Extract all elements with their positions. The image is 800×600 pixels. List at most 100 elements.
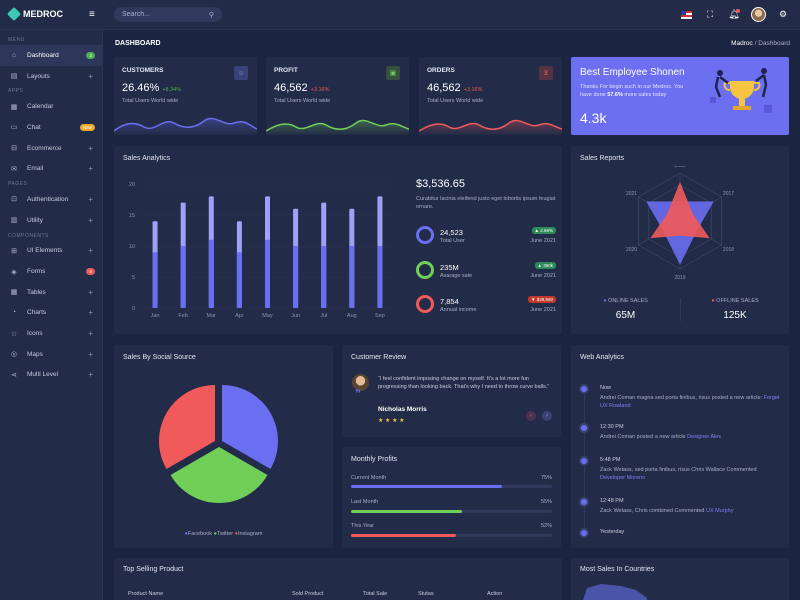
settings-gear-icon[interactable]: ⚙	[778, 9, 788, 19]
x-tick-label: Sep	[375, 313, 385, 319]
wallet-icon: ▣	[386, 66, 400, 80]
table-header-sold-product[interactable]: Sold Product	[292, 591, 324, 597]
pie-slice[interactable]	[222, 385, 278, 469]
timeline-link[interactable]: UX Murphy	[705, 508, 734, 514]
language-flag-icon[interactable]	[679, 8, 693, 22]
table-header-total-sale[interactable]: Total Sale	[363, 591, 388, 597]
sidebar-item-charts[interactable]: ◔ Charts +	[0, 303, 102, 324]
sidebar-item-label: Layouts	[27, 72, 50, 80]
bar-inner[interactable]	[349, 246, 355, 308]
y-tick-label: 10	[129, 244, 135, 250]
sales-amount: $3,536.65	[416, 178, 465, 190]
search-icon[interactable]: ⚲	[208, 11, 214, 19]
timeline-dot-icon	[581, 499, 587, 505]
sidebar-item-authentication[interactable]: ⊡ Authentication +	[0, 189, 102, 210]
search-input[interactable]	[122, 11, 202, 18]
sidebar-item-label: UI Elements	[27, 247, 63, 255]
sidebar-item-utility[interactable]: ▥ Utility +	[0, 210, 102, 231]
user-avatar[interactable]	[751, 7, 766, 22]
sidebar-item-email[interactable]: ✉ Email +	[0, 158, 102, 179]
menu-toggle-icon[interactable]: ≡	[89, 9, 95, 20]
stat-delta: +3.16%	[310, 87, 330, 93]
x-tick-label: Feb	[178, 313, 187, 319]
bar-inner[interactable]	[152, 252, 158, 308]
bar-inner[interactable]	[180, 246, 186, 308]
form-icon: ◈	[11, 268, 17, 276]
row-value: 7,854	[440, 297, 459, 306]
x-tick-label: Aug	[347, 313, 357, 319]
review-stars: ★ ★ ★ ★	[378, 418, 405, 424]
pie-slice[interactable]	[170, 447, 268, 503]
mail-icon: ✉	[11, 165, 17, 173]
fullscreen-icon[interactable]: ⛶	[706, 9, 714, 19]
sidebar-item-label: Multi Level	[27, 371, 59, 379]
timeline-time: Yesterday	[600, 529, 625, 535]
breadcrumb-separator: /	[754, 40, 757, 47]
card-title: Most Sales In Countries	[580, 566, 655, 573]
section-label-components: COMPONENTS	[8, 232, 49, 239]
sidebar-item-ecommerce[interactable]: ⊟ Ecommerce +	[0, 138, 102, 159]
sidebar-item-ui-elements[interactable]: ⊞ UI Elements +	[0, 241, 102, 262]
offline-dot-icon: ●	[711, 298, 715, 304]
user-icon: ☺	[234, 66, 248, 80]
y-tick-label: 5	[132, 275, 135, 281]
chart-icon: ◔	[11, 309, 17, 317]
bar-inner[interactable]	[265, 239, 270, 308]
online-sales-stat: ● ONLINE SALES 65M	[571, 298, 680, 321]
row-change-badge: ▲ 2.65%	[531, 227, 556, 234]
y-tick-label: 20	[129, 182, 135, 188]
breadcrumb-root[interactable]: Madroc	[731, 40, 753, 47]
sidebar-item-icons[interactable]: ☆ Icons +	[0, 323, 102, 344]
expand-plus-icon: +	[88, 349, 93, 359]
timeline-text: Andrei Coman posted a new article Design…	[600, 433, 782, 441]
sidebar-item-dashboard[interactable]: ⌂ Dashboard 3	[0, 45, 102, 66]
notification-bell-icon[interactable]: 🔔︎	[728, 8, 740, 19]
sidebar-item-forms[interactable]: ◈ Forms 6	[0, 261, 102, 282]
timeline-text: Zack Wetass, Chris combined Commented UX…	[600, 507, 782, 515]
radar-axis-label: 2018	[723, 247, 734, 253]
bar-inner[interactable]	[293, 246, 299, 308]
sales-description: Curabitur lacinia eleifend justo eget lo…	[416, 196, 556, 210]
x-tick-label: May	[262, 313, 273, 319]
calendar-icon: ▦	[10, 103, 18, 111]
radar-series[interactable]	[650, 181, 710, 239]
timeline-dot-icon	[581, 530, 587, 536]
card-title: Sales Analytics	[123, 155, 171, 162]
x-tick-label: Jul	[320, 313, 327, 319]
sidebar-item-multi-level[interactable]: ⋖ Multi Level +	[0, 365, 102, 386]
expand-plus-icon: +	[88, 308, 93, 318]
bar-inner[interactable]	[377, 246, 383, 308]
sales-analytics-bar-chart: 0 5 10 15 20 Jan Feb Mar Apr May Jun Jul Aug Sep	[129, 182, 394, 319]
radar-axis-label: 2020	[626, 247, 637, 253]
review-next-button[interactable]: ›	[542, 411, 552, 421]
star-icon: ☆	[10, 330, 18, 338]
y-tick-label: 0	[132, 306, 135, 312]
employee-title: Best Employee Shonen	[580, 67, 685, 78]
table-header-status[interactable]: Stutas	[418, 591, 434, 597]
sidebar-item-calendar[interactable]: ▦ Calendar	[0, 96, 102, 117]
sidebar-item-maps[interactable]: ◎ Maps +	[0, 344, 102, 365]
sales-row-total-user: 24,523 Total User ▲ 2.65% June 2021	[416, 226, 556, 246]
sidebar-item-layouts[interactable]: ▤ Layouts +	[0, 66, 102, 87]
table-header-action[interactable]: Action	[487, 591, 503, 597]
cart-icon: ⊻	[539, 66, 553, 80]
timeline-dot-icon	[581, 458, 587, 464]
bar-inner[interactable]	[208, 239, 214, 308]
sidebar-item-tables[interactable]: ▦ Tables +	[0, 282, 102, 303]
stat-value: 26.46% +8.34%	[122, 82, 181, 94]
stat-value-text: 46,562	[427, 82, 461, 94]
row-date: June 2021	[530, 238, 556, 244]
timeline-link[interactable]: Developer Moreno	[600, 475, 646, 481]
review-prev-button[interactable]: ‹	[526, 411, 536, 421]
pie-slice[interactable]	[159, 385, 215, 469]
bar-inner[interactable]	[236, 252, 242, 308]
section-label-menu: MENU	[8, 37, 25, 43]
sidebar-item-chat[interactable]: ▭ Chat New	[0, 117, 102, 138]
timeline-link[interactable]: Designer Alex	[687, 434, 722, 440]
table-header-product-name[interactable]: Product Name	[128, 591, 164, 597]
stat-card-orders: ORDERS ⊻ 46,562 +3.16% Total Users World …	[419, 57, 562, 135]
timeline-link[interactable]: Forget UX Rowland	[600, 395, 780, 409]
progress-fill	[351, 534, 456, 537]
bar-inner[interactable]	[321, 246, 327, 308]
brand-logo[interactable]: MEDROC	[6, 6, 63, 22]
